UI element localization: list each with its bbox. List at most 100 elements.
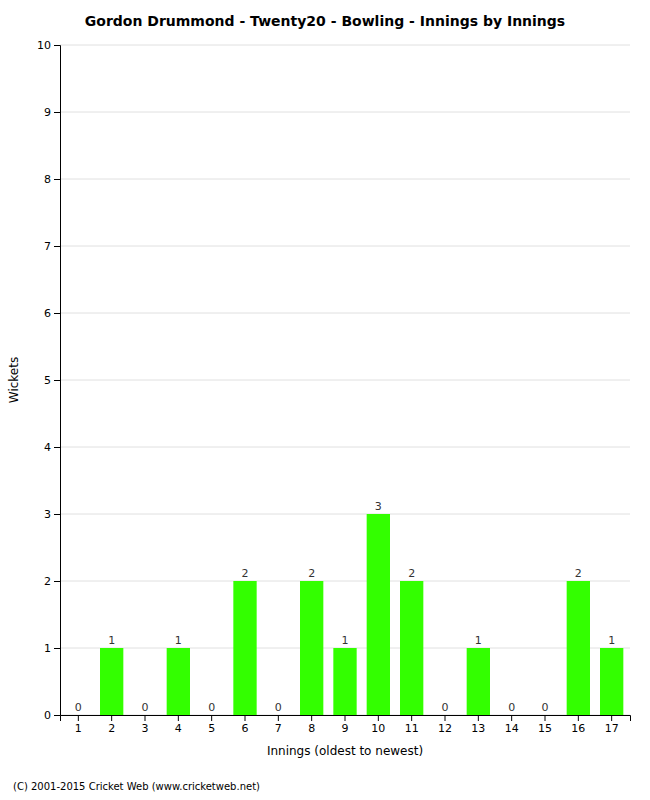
y-tick-label: 10: [37, 39, 51, 52]
x-axis: 1234567891011121314151617: [61, 715, 631, 735]
x-axis-line: [61, 716, 631, 722]
x-tick-mark: [311, 715, 312, 721]
bar: [200, 715, 223, 716]
grid-line: [60, 45, 630, 46]
data-label: 0: [142, 701, 149, 714]
x-tick-mark: [511, 715, 512, 721]
y-tick: 3: [44, 508, 60, 521]
y-axis-title: Wickets: [7, 357, 21, 403]
x-tick-label: 16: [571, 722, 585, 735]
y-tick-mark: [54, 715, 60, 716]
y-tick-label: 2: [44, 575, 51, 588]
y-tick-mark: [54, 648, 60, 649]
y-axis-line: [54, 46, 61, 716]
x-tick-label: 17: [605, 722, 619, 735]
grid-line: [60, 246, 630, 247]
y-tick: 10: [37, 39, 60, 52]
x-tick-mark: [578, 715, 579, 721]
grid-line: [60, 514, 630, 515]
x-tick-mark: [245, 715, 246, 721]
y-axis: 012345678910: [37, 39, 61, 722]
data-label: 0: [508, 701, 515, 714]
bar: [100, 648, 123, 715]
data-label: 0: [275, 701, 282, 714]
x-tick: 17: [605, 715, 619, 735]
bar: [300, 581, 323, 715]
grid-line: [60, 380, 630, 381]
x-tick-label: 10: [371, 722, 385, 735]
y-tick-label: 5: [44, 374, 51, 387]
x-tick-mark: [278, 715, 279, 721]
y-tick-mark: [54, 514, 60, 515]
bar: [500, 715, 523, 716]
bar: [367, 514, 390, 715]
bar: [467, 648, 490, 715]
data-labels: 01010202132010021: [75, 500, 615, 714]
x-tick: 2: [108, 715, 115, 735]
data-label: 2: [242, 567, 249, 580]
plot-area: 0101020213201002101234567891012345678910…: [37, 39, 631, 735]
x-tick-mark: [178, 715, 179, 721]
bar: [133, 715, 156, 716]
x-tick-mark: [478, 715, 479, 721]
x-tick-mark: [145, 715, 146, 721]
grid-line: [60, 112, 630, 113]
x-tick: 11: [405, 715, 419, 735]
x-tick-mark: [445, 715, 446, 721]
data-label: 1: [475, 634, 482, 647]
x-tick-label: 1: [75, 722, 82, 735]
y-tick-mark: [54, 447, 60, 448]
y-tick-label: 3: [44, 508, 51, 521]
data-label: 0: [542, 701, 549, 714]
data-label: 1: [342, 634, 349, 647]
x-tick-label: 11: [405, 722, 419, 735]
y-tick-label: 7: [44, 240, 51, 253]
x-tick-label: 8: [308, 722, 315, 735]
x-tick-label: 9: [342, 722, 349, 735]
x-tick-label: 12: [438, 722, 452, 735]
data-label: 1: [608, 634, 615, 647]
chart-svg: 0101020213201002101234567891012345678910…: [0, 0, 650, 800]
y-tick-mark: [54, 112, 60, 113]
data-label: 0: [75, 701, 82, 714]
y-tick: 6: [44, 307, 60, 320]
x-tick: 5: [208, 715, 215, 735]
x-tick-mark: [545, 715, 546, 721]
x-tick: 7: [275, 715, 282, 735]
bar: [533, 715, 556, 716]
y-tick-mark: [54, 45, 60, 46]
y-tick-label: 8: [44, 173, 51, 186]
x-tick-mark: [345, 715, 346, 721]
data-label: 0: [208, 701, 215, 714]
y-tick: 9: [44, 106, 60, 119]
bar: [400, 581, 423, 715]
bar: [233, 581, 256, 715]
x-axis-title: Innings (oldest to newest): [267, 744, 423, 758]
bar: [433, 715, 456, 716]
x-tick: 10: [371, 715, 385, 735]
x-tick-label: 4: [175, 722, 182, 735]
y-tick-label: 0: [44, 709, 51, 722]
x-tick-label: 13: [471, 722, 485, 735]
y-tick: 8: [44, 173, 60, 186]
x-tick-mark: [211, 715, 212, 721]
y-tick-mark: [54, 179, 60, 180]
bar: [567, 581, 590, 715]
y-tick-label: 9: [44, 106, 51, 119]
footer: (C) 2001-2015 Cricket Web (www.cricketwe…: [13, 781, 260, 792]
x-tick: 6: [242, 715, 249, 735]
grid-line: [60, 313, 630, 314]
y-tick-mark: [54, 380, 60, 381]
x-tick-mark: [411, 715, 412, 721]
x-tick-label: 2: [108, 722, 115, 735]
x-tick-mark: [78, 715, 79, 721]
x-tick-mark: [111, 715, 112, 721]
x-tick-label: 14: [505, 722, 519, 735]
x-tick: 12: [438, 715, 452, 735]
bar: [167, 648, 190, 715]
grid-line: [60, 179, 630, 180]
x-tick-label: 5: [208, 722, 215, 735]
grid-line: [60, 447, 630, 448]
data-label: 0: [442, 701, 449, 714]
data-label: 3: [375, 500, 382, 513]
